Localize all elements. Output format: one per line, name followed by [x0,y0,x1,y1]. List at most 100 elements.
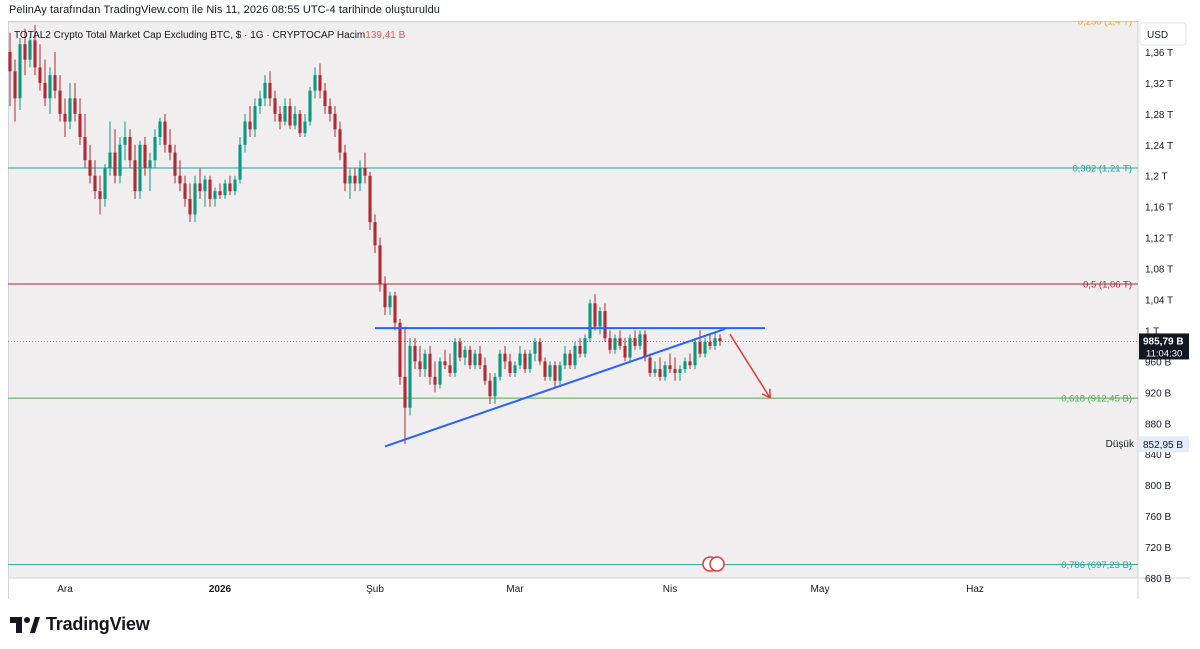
candle-body[interactable] [33,40,37,68]
candle-body[interactable] [683,361,687,370]
candle-body[interactable] [238,144,242,180]
candle-body[interactable] [678,369,682,373]
candle-body[interactable] [553,365,557,381]
candle-body[interactable] [138,144,142,192]
candle-body[interactable] [568,353,572,366]
candle-body[interactable] [463,349,467,358]
candle-body[interactable] [418,361,422,370]
candle-body[interactable] [598,311,602,327]
candle-body[interactable] [353,175,357,184]
candle-body[interactable] [108,152,112,168]
candle-body[interactable] [213,191,217,199]
candle-body[interactable] [43,82,47,99]
candle-body[interactable] [68,98,72,122]
candle-body[interactable] [168,144,172,153]
economic-events-icon[interactable] [709,556,725,572]
candle-body[interactable] [523,353,527,370]
candle-body[interactable] [208,179,212,199]
candle-body[interactable] [193,183,197,215]
candle-body[interactable] [468,349,472,366]
candle-body[interactable] [578,345,582,354]
candle-body[interactable] [708,342,712,346]
candle-body[interactable] [48,75,52,99]
candle-body[interactable] [63,113,67,122]
candle-body[interactable] [383,284,387,308]
candle-body[interactable] [148,160,152,168]
candle-body[interactable] [153,137,157,161]
candle-body[interactable] [328,106,332,114]
candle-body[interactable] [228,183,232,192]
candle-body[interactable] [133,160,137,192]
candle-body[interactable] [368,175,372,223]
candle-body[interactable] [688,361,692,366]
currency-button[interactable] [1139,22,1187,46]
candle-body[interactable] [378,245,382,285]
candlestick-chart[interactable]: 1,36 T 1,32 T 1,28 T 1,24 T 1,2 T 1,16 T 1,12 … [8,21,1190,599]
candle-body[interactable] [483,365,487,381]
candle-body[interactable] [668,365,672,370]
candle-body[interactable] [198,183,202,192]
candle-body[interactable] [498,353,502,377]
candle-body[interactable] [593,303,597,327]
candle-body[interactable] [293,113,297,126]
candle-body[interactable] [618,338,622,346]
candle-body[interactable] [248,121,252,130]
candle-body[interactable] [268,82,272,99]
candle-body[interactable] [283,106,287,122]
candle-body[interactable] [528,353,532,370]
symbol-ticker[interactable]: TOTAL2 [14,30,51,41]
candle-body[interactable] [278,113,282,122]
candle-body[interactable] [403,376,407,408]
candle-body[interactable] [613,338,617,350]
candle-body[interactable] [443,361,447,366]
candle-body[interactable] [218,191,222,196]
candle-body[interactable] [338,129,342,153]
candle-body[interactable] [313,75,317,91]
down-arrow[interactable] [729,333,771,399]
candle-body[interactable] [623,345,627,358]
candle-body[interactable] [538,342,542,362]
candle-body[interactable] [308,90,312,122]
candle-body[interactable] [493,376,497,397]
candle-body[interactable] [718,338,722,342]
candle-body[interactable] [53,75,57,91]
candle-body[interactable] [88,160,92,176]
candle-body[interactable] [163,121,167,145]
candle-body[interactable] [298,113,302,134]
candle-body[interactable] [23,44,27,60]
candle-body[interactable] [263,82,267,99]
candle-body[interactable] [533,342,537,354]
candle-body[interactable] [408,345,412,408]
candle-body[interactable] [143,144,147,168]
candle-body[interactable] [393,295,397,323]
candle-body[interactable] [428,353,432,377]
candle-body[interactable] [243,121,247,145]
candle-body[interactable] [373,222,377,246]
candle-body[interactable] [73,98,77,114]
price-axis[interactable] [1138,21,1190,578]
candle-body[interactable] [438,361,442,385]
candle-body[interactable] [343,152,347,184]
candle-body[interactable] [103,167,107,199]
candle-body[interactable] [128,137,132,161]
candle-body[interactable] [573,345,577,366]
candle-body[interactable] [583,338,587,354]
candle-body[interactable] [693,342,697,366]
candle-body[interactable] [188,198,192,215]
candle-body[interactable] [58,90,62,114]
candle-body[interactable] [453,342,457,373]
candle-body[interactable] [233,179,237,192]
candle-body[interactable] [478,353,482,366]
candle-body[interactable] [588,303,592,339]
candle-body[interactable] [123,137,127,145]
candle-body[interactable] [178,175,182,184]
tradingview-logo[interactable]: TradingView [10,614,150,635]
candle-body[interactable] [548,365,552,377]
candle-body[interactable] [38,67,42,83]
candle-body[interactable] [518,353,522,366]
candle-body[interactable] [658,369,662,377]
candle-body[interactable] [563,353,567,366]
candle-body[interactable] [703,342,707,354]
candle-body[interactable] [158,121,162,138]
candle-body[interactable] [648,357,652,373]
